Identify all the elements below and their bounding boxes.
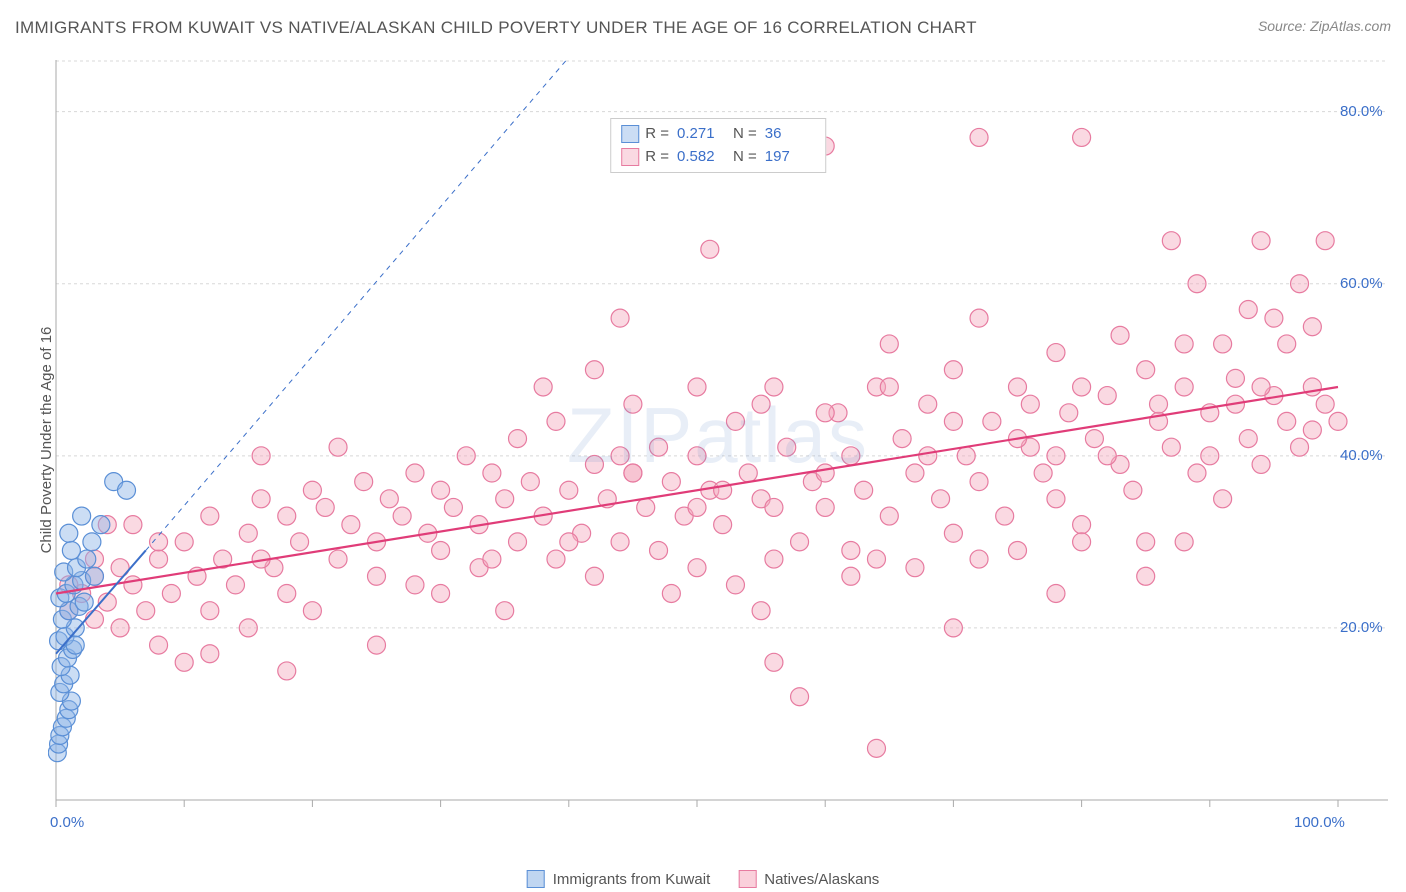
legend-swatch-natives [621,148,639,166]
legend-label-kuwait: Immigrants from Kuwait [553,871,711,888]
r-label: R = [645,123,669,146]
y-tick-label: 80.0% [1340,103,1383,120]
legend-swatch-natives [738,870,756,888]
y-tick-label: 60.0% [1340,275,1383,292]
source-attribution: Source: ZipAtlas.com [1258,18,1391,34]
legend-item-natives: Natives/Alaskans [738,870,879,888]
r-label: R = [645,146,669,169]
legend-swatch-kuwait [621,125,639,143]
legend-item-kuwait: Immigrants from Kuwait [527,870,711,888]
x-tick-label: 0.0% [50,814,84,831]
legend-row-kuwait: R = 0.271 N = 36 [621,123,815,146]
legend-row-natives: R = 0.582 N = 197 [621,146,815,169]
y-tick-label: 40.0% [1340,447,1383,464]
y-tick-label: 20.0% [1340,619,1383,636]
scatter-chart [48,60,1388,820]
n-value-kuwait: 36 [765,123,815,146]
legend-label-natives: Natives/Alaskans [764,871,879,888]
series-legend: Immigrants from Kuwait Natives/Alaskans [527,870,880,888]
n-value-natives: 197 [765,146,815,169]
chart-title: IMMIGRANTS FROM KUWAIT VS NATIVE/ALASKAN… [15,18,977,38]
r-value-natives: 0.582 [677,146,727,169]
x-tick-label: 100.0% [1294,814,1345,831]
n-label: N = [733,146,757,169]
n-label: N = [733,123,757,146]
legend-swatch-kuwait [527,870,545,888]
correlation-legend: R = 0.271 N = 36 R = 0.582 N = 197 [610,118,826,173]
chart-container: Child Poverty Under the Age of 16 ZIPatl… [48,60,1388,820]
y-axis-label: Child Poverty Under the Age of 16 [38,327,55,554]
r-value-kuwait: 0.271 [677,123,727,146]
